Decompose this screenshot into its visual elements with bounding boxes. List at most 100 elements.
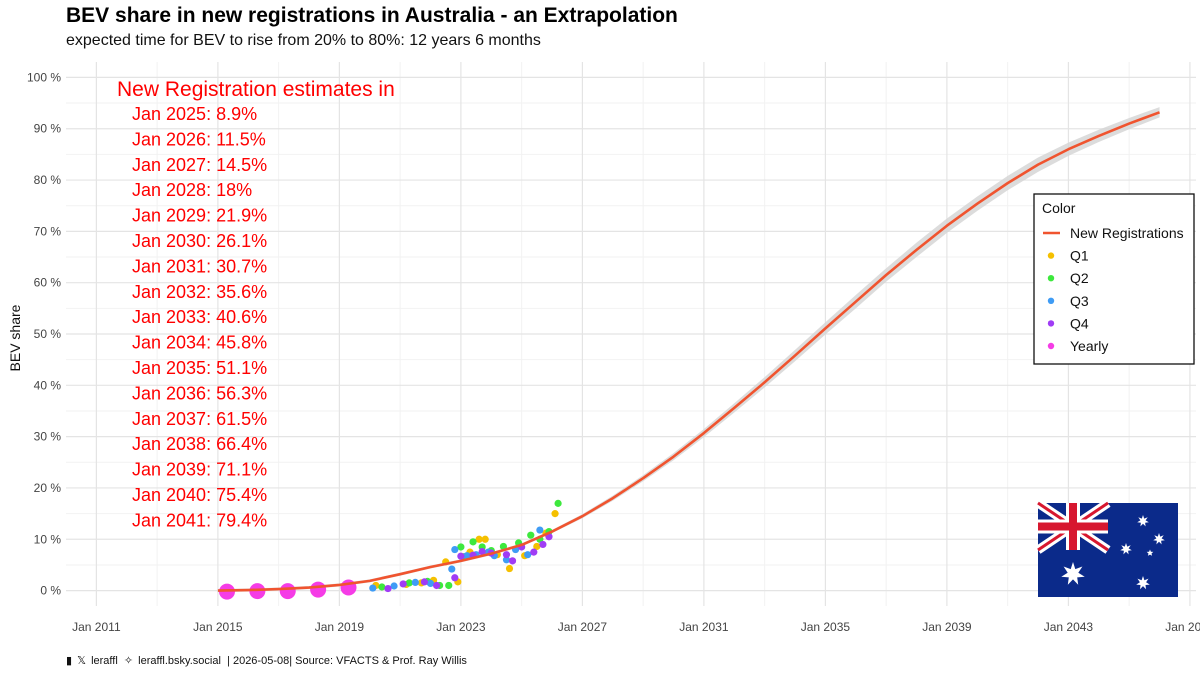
legend-box: [1033, 193, 1195, 365]
estimate-line: Jan 2028: 18%: [132, 180, 252, 200]
point-q4: [420, 578, 429, 586]
point-q4: [384, 584, 392, 593]
estimate-line: Jan 2037: 61.5%: [132, 409, 267, 429]
y-tick-label: 100 %: [27, 70, 61, 84]
estimate-line: Jan 2033: 40.6%: [132, 307, 267, 327]
x-tick-label: Jan 2035: [801, 620, 851, 634]
flag-star: [1120, 543, 1132, 555]
y-tick-label: 30 %: [34, 430, 62, 444]
point-q2: [405, 579, 413, 587]
point-q4: [539, 540, 547, 549]
estimate-line: Jan 2041: 79.4%: [132, 510, 267, 530]
caption-source: Source: VFACTS & Prof. Ray Willis: [295, 655, 467, 667]
point-q3: [536, 526, 544, 534]
flag-commonwealth-star: [1061, 562, 1085, 585]
estimate-line: Jan 2027: 14.5%: [132, 155, 267, 175]
point-yearly: [249, 583, 266, 600]
legend-label: Q3: [1070, 293, 1089, 309]
caption-date: 2026-05-08: [232, 655, 290, 667]
legend-label: New Registrations: [1070, 225, 1184, 241]
bluesky-butterfly-icon: ✧: [123, 655, 134, 667]
y-tick-label: 60 %: [34, 276, 62, 290]
point-q2: [554, 499, 562, 507]
point-q4: [432, 581, 441, 590]
estimates-annotation: New Registration estimates in Jan 2025: 8…: [117, 78, 395, 530]
legend-key-point: [1047, 342, 1055, 350]
fit-curve-line: [217, 111, 1161, 592]
legend-key-point: [1047, 297, 1055, 304]
x-tick-label: Jan 2031: [679, 620, 729, 634]
x-tick-label: Jan 2019: [315, 620, 365, 634]
estimate-line: Jan 2026: 11.5%: [132, 129, 266, 149]
x-tick-label: Jan 2047: [1165, 620, 1200, 634]
x-tick-label: Jan 2039: [922, 620, 972, 634]
legend-label: Q1: [1070, 248, 1089, 264]
flag-star: [1136, 576, 1150, 590]
legend-label: Q4: [1070, 315, 1089, 331]
point-q2: [445, 581, 453, 590]
flag-star: [1137, 515, 1149, 527]
y-tick-label: 40 %: [34, 378, 62, 392]
legend-key-point: [1047, 252, 1055, 259]
estimate-line: Jan 2035: 51.1%: [132, 358, 267, 378]
fit-curve-layer: [217, 111, 1161, 592]
x-logo-icon: 𝕏: [77, 655, 86, 667]
point-q1: [481, 535, 489, 543]
point-q2: [457, 543, 465, 551]
estimate-line: Jan 2025: 8.9%: [132, 104, 257, 124]
flag-star-small: [1146, 549, 1154, 556]
point-q4: [451, 574, 459, 582]
australian-flag: [1035, 499, 1178, 597]
y-tick-label: 50 %: [34, 327, 62, 341]
y-tick-label: 0 %: [40, 584, 61, 598]
y-tick-label: 70 %: [34, 224, 62, 238]
point-q3: [451, 545, 459, 554]
point-q4: [457, 552, 465, 560]
estimates-heading: New Registration estimates in: [117, 78, 395, 101]
point-q2: [499, 542, 508, 551]
legend-label: Q2: [1070, 270, 1089, 286]
y-tick-label: 10 %: [34, 532, 62, 546]
point-q4: [502, 551, 511, 559]
point-q3: [524, 551, 532, 559]
grid-layer: [66, 62, 1196, 606]
legend-key-point: [1047, 275, 1055, 282]
point-q4: [530, 548, 538, 556]
legend-key-point: [1047, 320, 1055, 327]
point-q3: [411, 578, 419, 586]
y-tick-label: 80 %: [34, 173, 62, 187]
point-q2: [378, 583, 386, 591]
estimate-line: Jan 2031: 30.7%: [132, 256, 267, 276]
point-q3: [369, 584, 377, 592]
estimate-line: Jan 2036: 56.3%: [132, 383, 267, 403]
confidence-band-layer: [217, 107, 1160, 593]
point-q3: [426, 579, 435, 588]
y-tick-label: 20 %: [34, 481, 62, 495]
legend: Color New Registrations Q1 Q2 Q3 Q4 Yearly: [1033, 193, 1195, 365]
chart-title: BEV share in new registrations in Austra…: [66, 4, 678, 27]
point-q1: [475, 535, 483, 543]
chart-subtitle: expected time for BEV to rise from 20% t…: [66, 32, 541, 49]
point-q4: [399, 580, 407, 588]
point-q3: [390, 582, 398, 590]
legend-title: Color: [1042, 200, 1076, 216]
point-q4: [508, 557, 517, 565]
estimate-line: Jan 2039: 71.1%: [132, 460, 267, 480]
point-yearly: [310, 581, 327, 598]
point-q2: [469, 538, 477, 546]
estimate-line: Jan 2040: 75.4%: [132, 485, 267, 505]
x-tick-label: Jan 2015: [193, 620, 243, 634]
point-q4: [478, 548, 486, 556]
caption-handle-x: leraffl: [91, 655, 118, 667]
axis-labels-layer: 0 % 10 % 20 % 30 % 40 % 50 % 60 % 70 % 80 % 90 % 1…: [27, 70, 1200, 634]
confidence-band: [217, 107, 1160, 593]
flag-cross-red: [1038, 522, 1108, 531]
y-tick-label: 90 %: [34, 122, 62, 136]
caption: ▮ 𝕏 leraffl ✧ leraffl.bsky.social | 2026…: [66, 655, 467, 667]
point-q3: [448, 565, 456, 573]
point-q1: [505, 564, 514, 573]
patreon-icon: ▮: [66, 655, 73, 667]
flag-star: [1153, 533, 1165, 545]
point-q1: [533, 542, 541, 551]
point-yearly: [279, 583, 296, 600]
